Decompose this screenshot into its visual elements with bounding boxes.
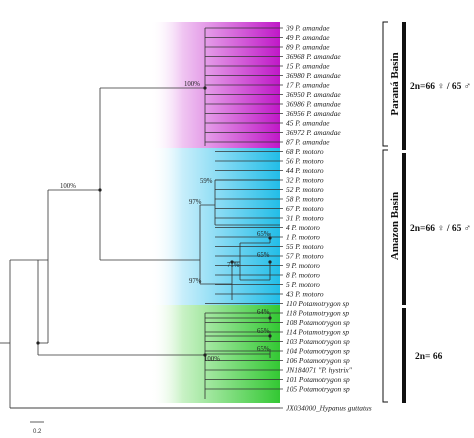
bootstrap-sp-c: 65% [257,346,270,353]
taxon-label: 9 P. motoro [286,261,320,270]
basin-brackets: Paraná Basin Amazon Basin [382,21,401,403]
bootstrap-sp-a: 64% [257,309,270,316]
taxon-label: JX034000_Hypanus guttatus [286,404,372,413]
amazon-basin-label: Amazon Basin [389,192,401,260]
taxon-label: 55 P. motoro [286,242,324,251]
taxon-label: 17 P. amandae [286,81,330,90]
taxon-label: 39 P. amandae [285,24,330,33]
taxon-label: 5 P. motoro [286,280,320,289]
bootstrap-parana-amazon: 100% [60,183,76,190]
taxon-label: 36968 P. amandae [285,52,341,61]
taxon-label: 118 Potamotrygon sp [286,309,349,318]
taxon-label: 105 Potamotrygon sp [286,385,350,394]
tree-branches [0,28,280,409]
bootstrap-sp-b: 65% [257,328,270,335]
bootstrap-sp-clade: 100% [204,356,220,363]
bootstrap-motoro-sub-a: 65% [257,231,270,238]
bootstrap-motoro-sub-c: 71% [227,262,240,269]
taxon-label: 36950 P. amandae [285,90,341,99]
scale-bar: 0.2 [30,421,44,435]
taxon-label: 106 Potamotrygon sp [286,356,350,365]
karyotype-parana: 2n=66 ♀ / 65 ♂ [410,82,471,92]
taxon-label: 67 P. motoro [286,204,324,213]
bootstrap-amandae: 100% [184,81,200,88]
taxon-label: 108 Potamotrygon sp [286,318,350,327]
taxon-label: 114 Potamotrygon sp [286,328,349,337]
taxon-label: 89 P. amandae [286,43,330,52]
taxon-label: 49 P. amandae [286,33,330,42]
taxon-label: 36980 P. amandae [285,71,341,80]
taxon-label: 43 P. motoro [286,290,324,299]
taxon-label: 57 P. motoro [286,252,324,261]
taxon-label: 103 Potamotrygon sp [286,337,350,346]
taxon-label: 32 P. motoro [285,176,324,185]
taxon-label: 8 P. motoro [286,271,320,280]
taxon-label: 31 P. motoro [285,214,324,223]
taxon-label: JN184071 "P. hystrix" [286,366,353,375]
taxon-label: 104 Potamotrygon sp [286,347,350,356]
bootstrap-motoro-mid: 97% [189,199,202,206]
taxon-label: 44 P. motoro [286,166,324,175]
scale-bar-label: 0.2 [33,429,42,435]
taxon-label: 36972 P. amandae [285,128,341,137]
taxon-label: 36986 P. amandae [285,100,341,109]
bootstrap-values: 100% 100% 59% 97% 65% 65% 71% 97% 64% 65… [60,81,270,363]
taxon-label: 15 P. amandae [286,62,330,71]
bootstrap-motoro-lower: 97% [189,278,202,285]
taxon-label: 87 P. amandae [286,138,330,147]
bootstrap-motoro-upper: 59% [200,178,213,185]
karyotype-bars: 2n=66 ♀ / 65 ♂ 2n=66 ♀ / 65 ♂ 2n= 66 [402,22,471,403]
karyotype-sp: 2n= 66 [415,352,443,362]
taxon-label: 45 P. amandae [286,119,330,128]
taxon-label: 68 P. motoro [286,147,324,156]
taxon-label: 58 P. motoro [286,195,324,204]
taxon-label: 110 Potamotrygon sp [286,299,349,308]
taxon-label: 36956 P. amandae [285,109,341,118]
karyotype-amazon: 2n=66 ♀ / 65 ♂ [410,224,471,234]
bootstrap-motoro-sub-b: 65% [257,252,270,259]
node-dots [36,86,272,357]
taxon-label: 4 P. motoro [286,223,320,232]
taxon-label: 52 P. motoro [286,185,324,194]
motoro-clade-highlight [150,148,280,305]
taxon-label: 101 Potamotrygon sp [286,375,350,384]
taxon-label: 1 P. motoro [286,233,320,242]
parana-basin-label: Paraná Basin [389,52,401,115]
taxon-label: 56 P. motoro [286,157,324,166]
